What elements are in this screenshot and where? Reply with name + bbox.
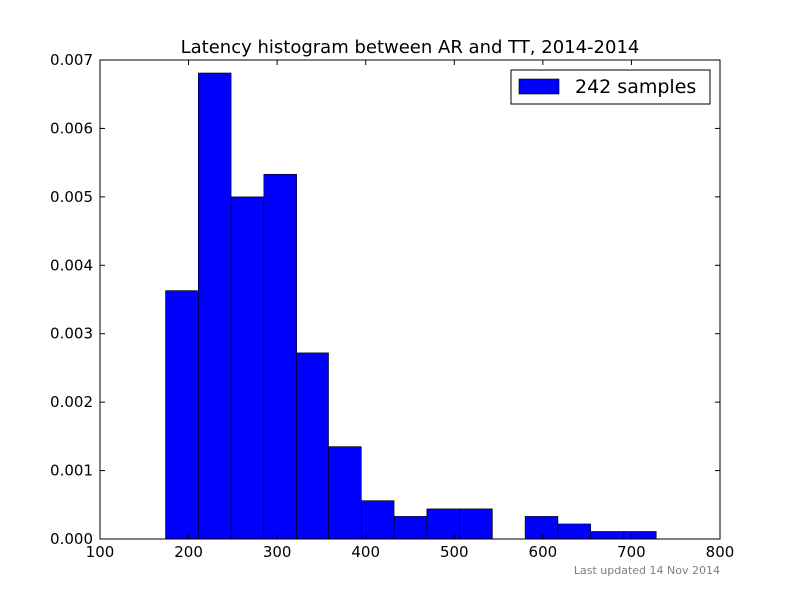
histogram-bar bbox=[263, 173, 297, 540]
histogram-bar bbox=[623, 531, 657, 540]
y-axis-tick-labels: 0.000 0.001 0.002 0.003 0.004 0.005 0.006 0.007 bbox=[50, 51, 93, 548]
y-tick-label: 0.003 bbox=[50, 325, 93, 343]
histogram-bar bbox=[165, 290, 199, 540]
histogram-bar bbox=[328, 446, 362, 540]
x-tick-label: 200 bbox=[174, 543, 203, 561]
histogram-bar bbox=[198, 72, 232, 540]
x-axis-tick-labels: 100 200 300 400 500 600 700 800 bbox=[86, 543, 735, 561]
last-updated-footnote: Last updated 14 Nov 2014 bbox=[574, 564, 720, 577]
x-tick-label: 700 bbox=[617, 543, 646, 561]
histogram-bar bbox=[459, 508, 493, 540]
y-tick-label: 0.007 bbox=[50, 51, 93, 69]
histogram-bar bbox=[230, 196, 265, 540]
x-tick-label: 500 bbox=[440, 543, 469, 561]
x-tick-label: 300 bbox=[263, 543, 292, 561]
y-tick-label: 0.002 bbox=[50, 393, 93, 411]
y-tick-label: 0.004 bbox=[50, 256, 93, 274]
y-tick-label: 0.001 bbox=[50, 462, 93, 480]
legend: 242 samples bbox=[510, 69, 711, 105]
x-tick-label: 400 bbox=[351, 543, 380, 561]
histogram-bars bbox=[165, 72, 657, 540]
y-tick-label: 0.000 bbox=[50, 530, 93, 548]
histogram-bar bbox=[393, 516, 428, 540]
histogram-bar bbox=[590, 531, 624, 540]
histogram-bar bbox=[296, 352, 329, 540]
legend-swatch bbox=[518, 78, 560, 95]
x-tick-label: 100 bbox=[86, 543, 115, 561]
histogram-bar bbox=[557, 523, 591, 540]
plot-frame bbox=[99, 59, 721, 540]
y-tick-label: 0.005 bbox=[50, 188, 93, 206]
legend-label: 242 samples bbox=[575, 76, 696, 98]
x-tick-label: 800 bbox=[706, 543, 735, 561]
histogram-bar bbox=[360, 500, 395, 540]
y-tick-label: 0.006 bbox=[50, 119, 93, 137]
x-tick-label: 600 bbox=[529, 543, 558, 561]
histogram-bar bbox=[426, 508, 460, 540]
histogram-bar bbox=[524, 516, 559, 540]
chart-title: Latency histogram between AR and TT, 201… bbox=[181, 37, 640, 58]
